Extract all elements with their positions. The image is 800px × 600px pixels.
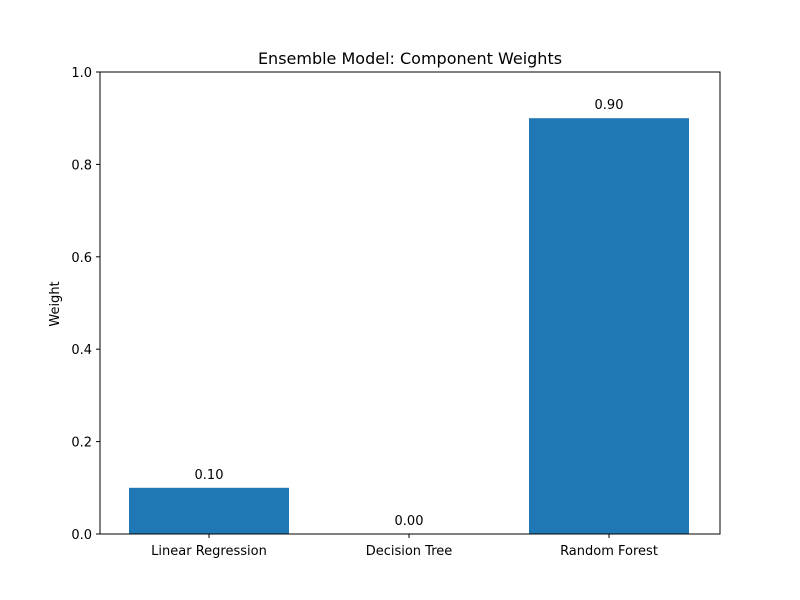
x-tick-label: Linear Regression bbox=[151, 544, 267, 559]
x-tick-label: Random Forest bbox=[560, 544, 658, 559]
x-tick-label: Decision Tree bbox=[366, 544, 453, 559]
y-tick-label: 0.8 bbox=[71, 158, 92, 173]
bar bbox=[529, 118, 689, 534]
y-tick-label: 0.6 bbox=[71, 251, 92, 266]
y-tick-label: 0.4 bbox=[71, 343, 92, 358]
bar-value-label: 0.00 bbox=[395, 514, 424, 529]
y-axis-label: Weight bbox=[48, 281, 63, 326]
x-axis: Linear Regression Decision Tree Random For… bbox=[151, 534, 658, 559]
data-labels-group: 0.10 0.00 0.90 bbox=[195, 98, 624, 529]
plot-frame bbox=[99, 71, 721, 535]
y-tick-label: 0.2 bbox=[71, 436, 92, 451]
bar-value-label: 0.10 bbox=[195, 468, 224, 483]
bar bbox=[129, 487, 289, 534]
y-axis: 0.0 0.2 0.4 0.6 0.8 1.0 bbox=[71, 66, 100, 543]
chart-title: Ensemble Model: Component Weights bbox=[258, 49, 562, 68]
bar-value-label: 0.90 bbox=[595, 98, 624, 113]
bars-group bbox=[129, 118, 689, 534]
y-tick-label: 1.0 bbox=[71, 66, 92, 81]
y-tick-label: 0.0 bbox=[71, 528, 92, 543]
